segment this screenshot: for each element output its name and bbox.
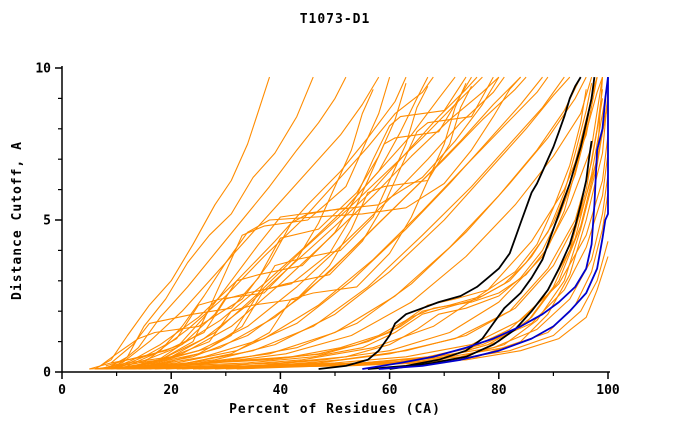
orange-series-line — [160, 76, 571, 367]
orange-series-line — [89, 89, 374, 370]
black-series-line — [367, 76, 596, 370]
orange-series-line — [138, 76, 522, 367]
orange-series-line — [138, 92, 609, 370]
x-tick-label: 40 — [273, 383, 289, 398]
chart-title: T1073-D1 — [299, 12, 371, 27]
orange-series-line — [89, 76, 598, 370]
orange-series-line — [127, 76, 434, 367]
y-tick-label: 5 — [43, 214, 51, 229]
orange-series-line — [132, 76, 582, 370]
orange-series-line — [105, 76, 314, 370]
orange-series-line — [99, 76, 429, 367]
blue-series-line — [378, 77, 609, 370]
orange-series-line — [116, 76, 347, 367]
orange-series-line — [149, 82, 467, 370]
orange-series-line — [122, 76, 543, 370]
orange-series-line — [100, 85, 472, 370]
orange-series-line — [121, 76, 467, 367]
orange-series-line — [105, 76, 472, 367]
orange-series-line — [127, 76, 565, 370]
orange-series-line — [171, 76, 587, 367]
orange-series-line — [143, 76, 527, 367]
orange-series-line — [132, 76, 494, 367]
black-series-line — [389, 140, 593, 370]
x-tick-label: 60 — [382, 383, 398, 398]
x-tick-label: 0 — [58, 383, 66, 398]
x-tick-label: 80 — [491, 383, 507, 398]
y-tick-label: 10 — [35, 62, 51, 77]
orange-series-line — [143, 76, 593, 370]
orange-series-line — [110, 83, 407, 364]
orange-series-line — [94, 76, 271, 370]
orange-series-line — [100, 76, 380, 370]
orange-series-line — [149, 76, 549, 367]
x-tick-label: 100 — [596, 383, 620, 398]
x-tick-label: 20 — [163, 383, 179, 398]
x-axis-label: Percent of Residues (CA) — [229, 402, 441, 417]
orange-series-line — [121, 76, 478, 370]
orange-series-line — [182, 77, 604, 370]
orange-series-line — [100, 83, 593, 370]
orange-series-line — [94, 76, 391, 370]
orange-series-line — [149, 76, 500, 367]
orange-series-line — [110, 76, 407, 370]
y-tick-label: 0 — [43, 366, 51, 381]
black-series-line — [318, 76, 582, 370]
orange-series-line — [105, 76, 456, 370]
orange-series-line — [122, 76, 604, 370]
blue-series-line — [362, 76, 609, 370]
